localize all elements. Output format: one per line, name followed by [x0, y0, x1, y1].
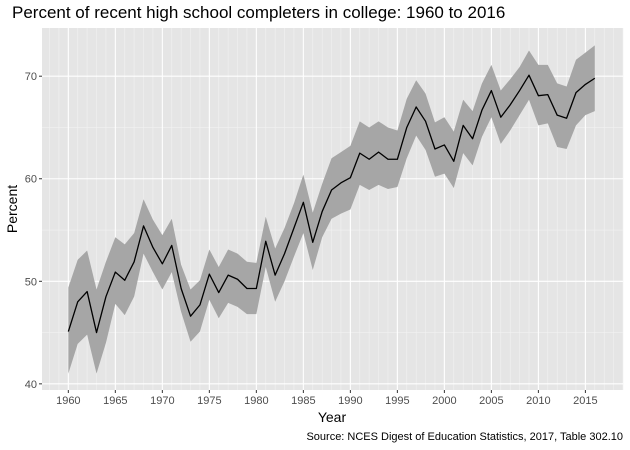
series-line: [67, 74, 596, 334]
major-gridlines: [42, 28, 623, 390]
x-tick-label: 1965: [103, 395, 127, 407]
x-tick-label: 1960: [56, 395, 80, 407]
x-tick-label: 1975: [197, 395, 221, 407]
y-tick-label: 50: [25, 276, 37, 288]
x-tick-label: 1980: [244, 395, 268, 407]
x-tick-label: 1970: [150, 395, 174, 407]
x-tick-label: 2015: [573, 395, 597, 407]
x-tick-label: 2010: [526, 395, 550, 407]
y-tick-label: 70: [25, 71, 37, 83]
y-axis: 40 50 60 70: [25, 71, 42, 391]
x-tick-label: 1990: [338, 395, 362, 407]
chart-title: Percent of recent high school completers…: [12, 3, 505, 22]
x-tick-label: 2000: [432, 395, 456, 407]
y-tick-label: 40: [25, 379, 37, 391]
source-caption: Source: NCES Digest of Education Statist…: [306, 431, 623, 443]
x-axis: 1960 1965 1970 1975 1980 1985 1990 1995 2000 2005…: [56, 390, 598, 407]
x-axis-title: Year: [318, 409, 347, 425]
y-tick-label: 60: [25, 174, 37, 186]
y-axis-title: Percent: [4, 185, 20, 233]
x-tick-label: 2005: [479, 395, 503, 407]
x-tick-label: 1995: [385, 395, 409, 407]
x-tick-label: 1985: [291, 395, 315, 407]
